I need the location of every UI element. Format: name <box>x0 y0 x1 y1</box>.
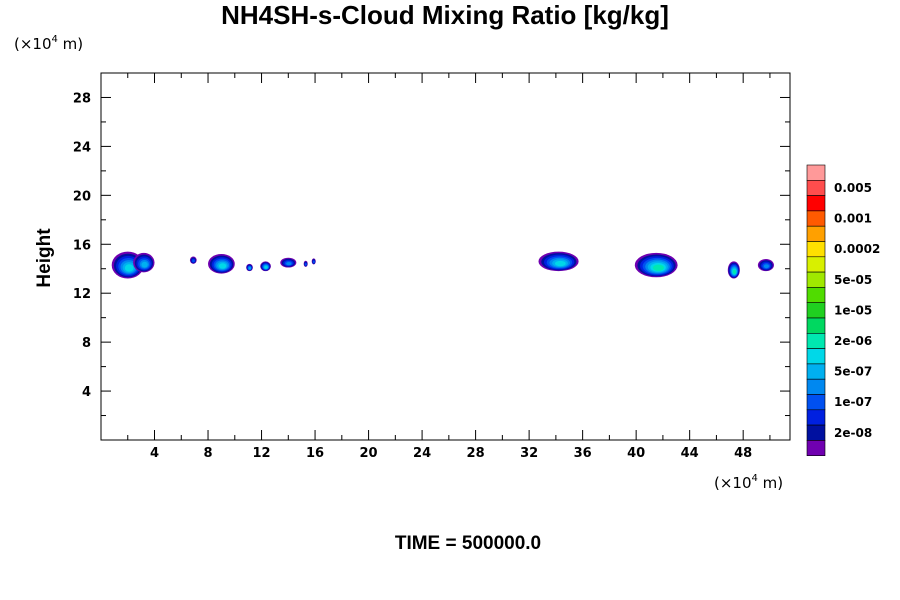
cloud-contour <box>732 269 736 275</box>
x-tick-label: 44 <box>681 446 699 461</box>
colorbar-swatch <box>806 394 826 411</box>
cloud-contour <box>192 259 195 263</box>
time-label: TIME = 500000.0 <box>395 533 541 554</box>
cloud-blob <box>727 261 740 279</box>
cloud-blob <box>189 256 197 264</box>
colorbar-label: 2e-06 <box>834 334 872 348</box>
x-tick-label: 40 <box>627 446 645 461</box>
colorbar-label: 5e-05 <box>834 273 872 287</box>
x-tick-label: 4 <box>150 446 159 461</box>
colorbar-swatch <box>806 164 826 181</box>
x-tick-label: 24 <box>413 446 431 461</box>
cloud-contour <box>124 264 134 272</box>
colorbar-label: 5e-07 <box>834 365 872 379</box>
cloud-contour <box>218 263 227 269</box>
cloud-contour <box>264 266 268 269</box>
cloud-field <box>111 251 774 279</box>
cloud-blob <box>246 263 253 272</box>
x-tick-label: 16 <box>306 446 324 461</box>
colorbar-swatch <box>806 180 826 196</box>
colorbar-swatch <box>806 317 826 334</box>
colorbar-label: 0.0002 <box>834 242 880 256</box>
colorbar-swatch <box>806 332 826 349</box>
y-tick-label: 28 <box>73 91 91 106</box>
y-tick-label: 16 <box>73 238 91 253</box>
x-tick-label: 32 <box>520 446 538 461</box>
y-axis-unit: (×104 m) <box>14 34 83 53</box>
colorbar-label: 0.005 <box>834 181 872 195</box>
y-tick-label: 20 <box>73 189 91 204</box>
cloud-contour <box>304 263 307 266</box>
x-tick-label: 20 <box>360 446 378 461</box>
colorbar: 0.005 0.001 0.0002 5e-05 1e-05 2e-06 5e-07 1e-0… <box>806 164 880 456</box>
colorbar-swatch <box>806 287 826 303</box>
cloud-contour <box>652 264 664 271</box>
colorbar-swatch <box>806 210 826 227</box>
colorbar-label: 2e-08 <box>834 426 872 440</box>
cloud-blob <box>757 258 774 272</box>
cloud-contour <box>554 260 566 267</box>
x-tick-label: 48 <box>734 446 752 461</box>
x-tick-label: 28 <box>467 446 485 461</box>
cloud-contour <box>763 264 769 269</box>
y-tick-label: 24 <box>73 140 91 155</box>
colorbar-label: 1e-07 <box>834 395 872 409</box>
colorbar-swatch <box>806 271 826 288</box>
cloud-contour <box>248 267 251 270</box>
colorbar-label: 0.001 <box>834 212 872 226</box>
cloud-blob <box>634 252 678 278</box>
cloud-blob <box>280 257 297 268</box>
colorbar-swatch <box>806 363 826 380</box>
colorbar-swatch <box>806 409 826 426</box>
colorbar-swatch <box>806 225 826 242</box>
cloud-blob <box>208 254 235 274</box>
cloud-contour <box>141 261 148 268</box>
y-tick-label: 4 <box>82 385 91 400</box>
x-axis-unit: (×104 m) <box>714 473 783 492</box>
cloud-blob <box>260 261 271 272</box>
y-tick-label: 8 <box>82 336 91 351</box>
cloud-blob <box>311 258 316 265</box>
colorbar-swatch <box>806 256 826 273</box>
y-axis-label: Height <box>34 228 55 288</box>
cloud-blob <box>133 252 155 273</box>
cloud-blob <box>303 260 308 267</box>
colorbar-swatch <box>806 348 826 365</box>
colorbar-swatch <box>806 195 826 212</box>
x-tick-label: 36 <box>574 446 592 461</box>
chart-title: NH4SH-s-Cloud Mixing Ratio [kg/kg] <box>221 0 669 30</box>
y-tick-label: 12 <box>73 287 91 302</box>
x-tick-label: 12 <box>252 446 270 461</box>
colorbar-swatch <box>806 378 826 395</box>
colorbar-label: 1e-05 <box>834 303 872 317</box>
cloud-contour <box>286 262 292 266</box>
colorbar-swatch <box>806 302 826 319</box>
plot-frame <box>100 72 791 441</box>
cloud-blob <box>538 251 579 272</box>
colorbar-swatch <box>806 241 826 258</box>
colorbar-swatch <box>806 440 826 456</box>
x-tick-label: 8 <box>204 446 213 461</box>
colorbar-swatch <box>806 424 826 441</box>
cloud-contour <box>312 260 315 264</box>
